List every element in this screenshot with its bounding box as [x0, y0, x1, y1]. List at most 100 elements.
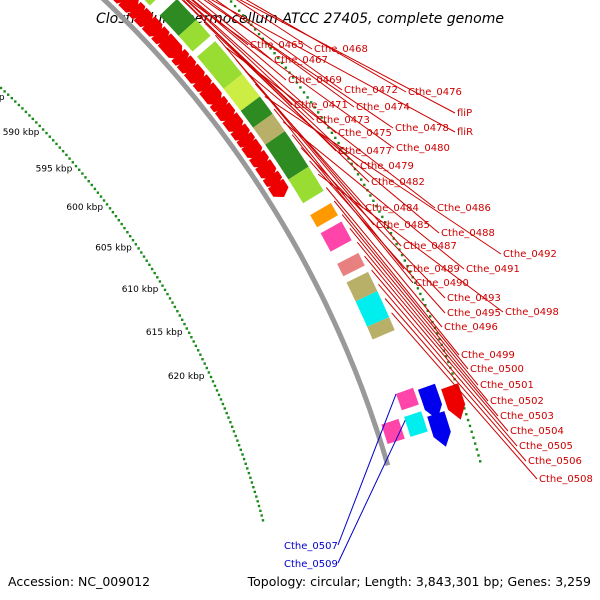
label-leader: [206, 0, 355, 108]
label-leader: [191, 0, 287, 81]
label-leader: [204, 23, 370, 183]
gene-label: fliR: [457, 127, 473, 138]
gene-block: [367, 317, 395, 340]
label-leader: [210, 0, 456, 133]
gene-label: Cthe_0489: [406, 264, 460, 275]
gene-label: Cthe_0490: [415, 278, 469, 289]
gene-block: [144, 0, 156, 6]
label-leader: [371, 269, 509, 432]
gene-label: Cthe_0482: [371, 177, 425, 188]
gene-arrow: [157, 33, 183, 60]
scale-label: 585 kbp: [0, 93, 5, 103]
gene-label: Cthe_0505: [519, 441, 573, 452]
gene-label: Cthe_0500: [470, 364, 524, 375]
label-leader: [264, 95, 502, 255]
gene-label: Cthe_0495: [447, 308, 501, 319]
gene-arrow: [441, 383, 466, 420]
scale-label: 610 kbp: [122, 285, 159, 295]
gene-label: Cthe_0469: [288, 75, 342, 86]
gene-label: Cthe_0501: [480, 380, 534, 391]
gene-label: Cthe_0472: [344, 85, 398, 96]
gene-block: [320, 221, 352, 252]
label-leader: [384, 298, 527, 462]
gene-label: Cthe_0506: [528, 456, 582, 467]
gene-label: Cthe_0480: [396, 143, 450, 154]
label-leader: [364, 255, 499, 417]
label-leader: [203, 0, 394, 129]
label-leader: [349, 227, 479, 386]
gene-label: Cthe_0509: [284, 559, 338, 570]
gene-label: Cthe_0487: [403, 241, 457, 252]
gene-label: Cthe_0478: [395, 123, 449, 134]
gene-arrow: [183, 63, 205, 84]
gene-label: Cthe_0465: [250, 40, 304, 51]
scale-label: 590 kbp: [3, 128, 40, 138]
label-leader: [325, 187, 443, 328]
label-leader: [300, 147, 446, 299]
gene-label: Cthe_0492: [503, 249, 557, 260]
gene-arrow: [255, 159, 277, 179]
gene-arrow: [199, 82, 222, 106]
gene-label: Cthe_0468: [314, 44, 368, 55]
label-leader: [337, 393, 397, 546]
gene-label: Cthe_0475: [338, 128, 392, 139]
gene-label: Cthe_0477: [338, 146, 392, 157]
gene-block: [396, 387, 419, 411]
gene-label: Cthe_0479: [360, 161, 414, 172]
gene-label: Cthe_0485: [376, 220, 430, 231]
gene-label: Cthe_0488: [441, 228, 495, 239]
label-leader: [235, 0, 313, 50]
gene-block: [178, 19, 211, 52]
gene-label: Cthe_0471: [294, 100, 348, 111]
label-leader: [391, 312, 538, 480]
label-leader: [239, 0, 456, 114]
label-leader: [192, 0, 249, 46]
label-leader: [333, 200, 460, 356]
gene-label: fliP: [457, 108, 472, 119]
gene-label: Cthe_0486: [437, 203, 491, 214]
label-leader: [235, 58, 375, 226]
gene-label: Cthe_0491: [466, 264, 520, 275]
scale-label: 615 kbp: [146, 328, 183, 338]
gene-label: Cthe_0498: [505, 307, 559, 318]
gene-label: Cthe_0474: [356, 102, 410, 113]
label-leader: [309, 160, 446, 314]
gene-label: Cthe_0502: [490, 396, 544, 407]
scale-label: 595 kbp: [36, 165, 73, 175]
gene-block: [355, 291, 390, 327]
label-leader: [197, 0, 273, 61]
gene-label: Cthe_0503: [500, 411, 554, 422]
gene-block: [253, 113, 285, 145]
gene-block: [310, 203, 338, 228]
genome-backbone: [100, 0, 391, 467]
gene-block: [288, 166, 324, 204]
gene-arrow: [427, 411, 451, 447]
gene-label: Cthe_0476: [408, 87, 462, 98]
gene-label: Cthe_0508: [539, 474, 593, 485]
gene-block: [404, 411, 428, 437]
gene-label: Cthe_0493: [447, 293, 501, 304]
label-leader: [187, 0, 395, 149]
label-leader: [341, 214, 469, 370]
label-leader: [245, 0, 407, 93]
gene-arrow: [418, 383, 442, 420]
topology-text: Topology: circular; Length: 3,843,301 bp…: [247, 574, 591, 589]
label-leader: [245, 71, 440, 234]
label-leader: [317, 173, 504, 313]
gene-arrow: [222, 112, 244, 132]
accession-text: Accession: NC_009012: [8, 574, 150, 589]
gene-labels: Cthe_0465Cthe_0468Cthe_0467Cthe_0469Cthe…: [181, 0, 593, 570]
gene-block: [346, 271, 378, 302]
gene-arrow: [268, 178, 289, 197]
label-leader: [254, 83, 402, 247]
scale-label: 605 kbp: [95, 243, 132, 253]
gene-block: [381, 418, 405, 444]
inner-dotted-ring: [0, 86, 265, 522]
gene-arrow: [141, 16, 163, 37]
gene-block: [240, 96, 273, 128]
gene-features: [113, 0, 466, 447]
gene-block: [265, 131, 309, 180]
gene-arrow: [241, 138, 263, 159]
